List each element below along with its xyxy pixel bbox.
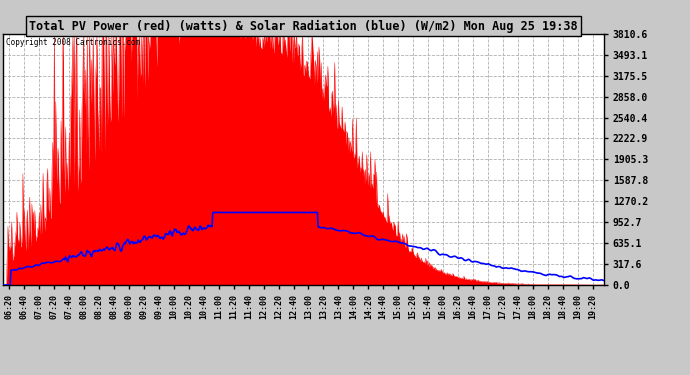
Text: Copyright 2008 Cartronics.com: Copyright 2008 Cartronics.com bbox=[6, 38, 141, 46]
Title: Total PV Power (red) (watts) & Solar Radiation (blue) (W/m2) Mon Aug 25 19:38: Total PV Power (red) (watts) & Solar Rad… bbox=[29, 20, 578, 33]
